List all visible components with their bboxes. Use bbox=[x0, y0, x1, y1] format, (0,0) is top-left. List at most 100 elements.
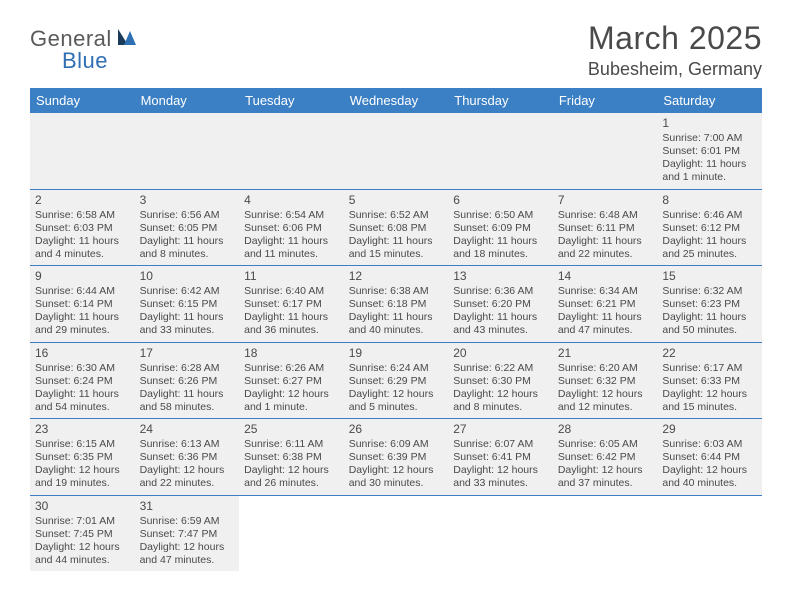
daylight-text: Daylight: 12 hours and 44 minutes. bbox=[35, 541, 130, 567]
day-cell bbox=[553, 495, 658, 571]
sunset-text: Sunset: 6:44 PM bbox=[662, 451, 757, 464]
daylight-text: Daylight: 11 hours and 15 minutes. bbox=[349, 235, 444, 261]
day-cell: 2Sunrise: 6:58 AMSunset: 6:03 PMDaylight… bbox=[30, 189, 135, 266]
sunrise-text: Sunrise: 6:32 AM bbox=[662, 285, 757, 298]
sunset-text: Sunset: 6:38 PM bbox=[244, 451, 339, 464]
day-cell: 23Sunrise: 6:15 AMSunset: 6:35 PMDayligh… bbox=[30, 419, 135, 496]
day-cell: 8Sunrise: 6:46 AMSunset: 6:12 PMDaylight… bbox=[657, 189, 762, 266]
sunrise-text: Sunrise: 6:59 AM bbox=[140, 515, 235, 528]
daylight-text: Daylight: 12 hours and 37 minutes. bbox=[558, 464, 653, 490]
day-number: 24 bbox=[140, 422, 235, 437]
dayhead-friday: Friday bbox=[553, 88, 658, 113]
daylight-text: Daylight: 12 hours and 1 minute. bbox=[244, 388, 339, 414]
sunset-text: Sunset: 6:17 PM bbox=[244, 298, 339, 311]
day-cell bbox=[135, 113, 240, 189]
daylight-text: Daylight: 12 hours and 19 minutes. bbox=[35, 464, 130, 490]
day-cell: 29Sunrise: 6:03 AMSunset: 6:44 PMDayligh… bbox=[657, 419, 762, 496]
daylight-text: Daylight: 12 hours and 47 minutes. bbox=[140, 541, 235, 567]
dayhead-saturday: Saturday bbox=[657, 88, 762, 113]
day-cell bbox=[448, 113, 553, 189]
sunset-text: Sunset: 6:32 PM bbox=[558, 375, 653, 388]
day-cell: 25Sunrise: 6:11 AMSunset: 6:38 PMDayligh… bbox=[239, 419, 344, 496]
sunset-text: Sunset: 6:42 PM bbox=[558, 451, 653, 464]
week-row: 30Sunrise: 7:01 AMSunset: 7:45 PMDayligh… bbox=[30, 495, 762, 571]
week-row: 9Sunrise: 6:44 AMSunset: 6:14 PMDaylight… bbox=[30, 266, 762, 343]
week-row: 1Sunrise: 7:00 AMSunset: 6:01 PMDaylight… bbox=[30, 113, 762, 189]
sunrise-text: Sunrise: 6:07 AM bbox=[453, 438, 548, 451]
day-number: 13 bbox=[453, 269, 548, 284]
daylight-text: Daylight: 11 hours and 29 minutes. bbox=[35, 311, 130, 337]
day-cell: 19Sunrise: 6:24 AMSunset: 6:29 PMDayligh… bbox=[344, 342, 449, 419]
sunrise-text: Sunrise: 6:38 AM bbox=[349, 285, 444, 298]
week-row: 23Sunrise: 6:15 AMSunset: 6:35 PMDayligh… bbox=[30, 419, 762, 496]
sunset-text: Sunset: 6:35 PM bbox=[35, 451, 130, 464]
day-number: 12 bbox=[349, 269, 444, 284]
day-cell bbox=[239, 113, 344, 189]
sunrise-text: Sunrise: 6:40 AM bbox=[244, 285, 339, 298]
day-number: 25 bbox=[244, 422, 339, 437]
day-cell: 5Sunrise: 6:52 AMSunset: 6:08 PMDaylight… bbox=[344, 189, 449, 266]
sunrise-text: Sunrise: 6:52 AM bbox=[349, 209, 444, 222]
sunset-text: Sunset: 6:01 PM bbox=[662, 145, 757, 158]
sunset-text: Sunset: 6:05 PM bbox=[140, 222, 235, 235]
sunrise-text: Sunrise: 6:13 AM bbox=[140, 438, 235, 451]
day-cell: 3Sunrise: 6:56 AMSunset: 6:05 PMDaylight… bbox=[135, 189, 240, 266]
day-number: 22 bbox=[662, 346, 757, 361]
sunset-text: Sunset: 6:24 PM bbox=[35, 375, 130, 388]
dayhead-tuesday: Tuesday bbox=[239, 88, 344, 113]
dayhead-sunday: Sunday bbox=[30, 88, 135, 113]
day-cell bbox=[30, 113, 135, 189]
daylight-text: Daylight: 11 hours and 18 minutes. bbox=[453, 235, 548, 261]
sunrise-text: Sunrise: 6:11 AM bbox=[244, 438, 339, 451]
daylight-text: Daylight: 11 hours and 58 minutes. bbox=[140, 388, 235, 414]
sunset-text: Sunset: 6:29 PM bbox=[349, 375, 444, 388]
day-number: 11 bbox=[244, 269, 339, 284]
day-number: 6 bbox=[453, 193, 548, 208]
week-row: 2Sunrise: 6:58 AMSunset: 6:03 PMDaylight… bbox=[30, 189, 762, 266]
day-cell: 4Sunrise: 6:54 AMSunset: 6:06 PMDaylight… bbox=[239, 189, 344, 266]
sunset-text: Sunset: 6:26 PM bbox=[140, 375, 235, 388]
day-cell bbox=[657, 495, 762, 571]
month-title: March 2025 bbox=[588, 20, 762, 57]
day-number: 26 bbox=[349, 422, 444, 437]
day-cell: 6Sunrise: 6:50 AMSunset: 6:09 PMDaylight… bbox=[448, 189, 553, 266]
sunset-text: Sunset: 6:20 PM bbox=[453, 298, 548, 311]
daylight-text: Daylight: 12 hours and 30 minutes. bbox=[349, 464, 444, 490]
sunrise-text: Sunrise: 6:20 AM bbox=[558, 362, 653, 375]
day-cell bbox=[553, 113, 658, 189]
day-cell: 9Sunrise: 6:44 AMSunset: 6:14 PMDaylight… bbox=[30, 266, 135, 343]
sunset-text: Sunset: 6:14 PM bbox=[35, 298, 130, 311]
daylight-text: Daylight: 11 hours and 22 minutes. bbox=[558, 235, 653, 261]
daylight-text: Daylight: 11 hours and 54 minutes. bbox=[35, 388, 130, 414]
daylight-text: Daylight: 11 hours and 50 minutes. bbox=[662, 311, 757, 337]
sunrise-text: Sunrise: 6:34 AM bbox=[558, 285, 653, 298]
daylight-text: Daylight: 11 hours and 25 minutes. bbox=[662, 235, 757, 261]
day-number: 1 bbox=[662, 116, 757, 131]
sunset-text: Sunset: 6:09 PM bbox=[453, 222, 548, 235]
day-cell bbox=[344, 113, 449, 189]
daylight-text: Daylight: 12 hours and 33 minutes. bbox=[453, 464, 548, 490]
day-number: 23 bbox=[35, 422, 130, 437]
sunrise-text: Sunrise: 6:56 AM bbox=[140, 209, 235, 222]
sunrise-text: Sunrise: 6:15 AM bbox=[35, 438, 130, 451]
day-cell: 22Sunrise: 6:17 AMSunset: 6:33 PMDayligh… bbox=[657, 342, 762, 419]
sunset-text: Sunset: 6:41 PM bbox=[453, 451, 548, 464]
dayhead-monday: Monday bbox=[135, 88, 240, 113]
sunset-text: Sunset: 6:30 PM bbox=[453, 375, 548, 388]
sunrise-text: Sunrise: 6:24 AM bbox=[349, 362, 444, 375]
daylight-text: Daylight: 11 hours and 4 minutes. bbox=[35, 235, 130, 261]
day-cell: 24Sunrise: 6:13 AMSunset: 6:36 PMDayligh… bbox=[135, 419, 240, 496]
day-number: 27 bbox=[453, 422, 548, 437]
day-number: 31 bbox=[140, 499, 235, 514]
day-number: 17 bbox=[140, 346, 235, 361]
day-cell: 11Sunrise: 6:40 AMSunset: 6:17 PMDayligh… bbox=[239, 266, 344, 343]
daylight-text: Daylight: 11 hours and 43 minutes. bbox=[453, 311, 548, 337]
calendar-table: Sunday Monday Tuesday Wednesday Thursday… bbox=[30, 88, 762, 571]
day-cell: 28Sunrise: 6:05 AMSunset: 6:42 PMDayligh… bbox=[553, 419, 658, 496]
day-number: 28 bbox=[558, 422, 653, 437]
day-number: 14 bbox=[558, 269, 653, 284]
day-cell: 31Sunrise: 6:59 AMSunset: 7:47 PMDayligh… bbox=[135, 495, 240, 571]
day-number: 15 bbox=[662, 269, 757, 284]
sunset-text: Sunset: 6:06 PM bbox=[244, 222, 339, 235]
sunrise-text: Sunrise: 6:30 AM bbox=[35, 362, 130, 375]
